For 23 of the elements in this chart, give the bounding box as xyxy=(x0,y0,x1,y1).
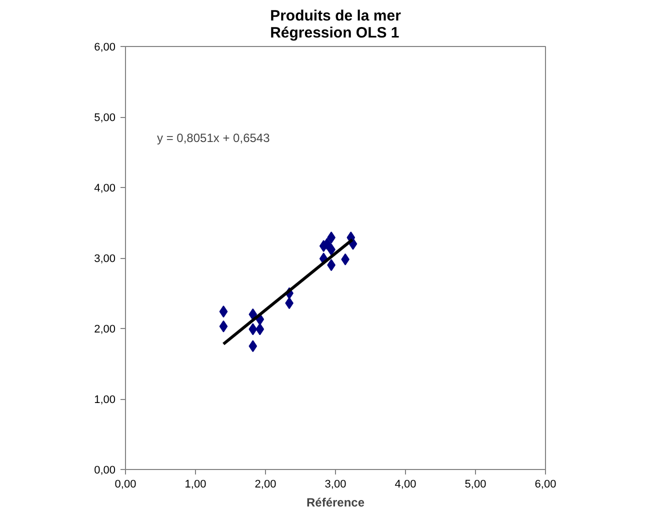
point xyxy=(219,306,228,318)
x-axis-title: Référence xyxy=(306,496,365,510)
y-tick-label: 5,00 xyxy=(94,112,116,124)
annotation: y = 0,8051x + 0,6543 xyxy=(157,131,270,146)
point xyxy=(248,340,258,352)
x-tick-label: 1,00 xyxy=(184,478,206,490)
x-tick-label: 5,00 xyxy=(464,478,486,490)
x-tick-label: 6,00 xyxy=(534,478,556,490)
y-tick-label: 3,00 xyxy=(94,253,116,265)
y-tick-label: 4,00 xyxy=(94,182,116,194)
x-tick-label: 4,00 xyxy=(394,478,416,490)
x-tick-label: 2,00 xyxy=(254,478,276,490)
y-tick-label: 0,00 xyxy=(94,464,116,476)
point xyxy=(248,323,258,336)
x-tick-label: 0,00 xyxy=(114,478,136,490)
point xyxy=(219,320,228,332)
y-tick-label: 1,00 xyxy=(94,394,116,406)
chart-title: Produits de la mer Régression OLS 1 xyxy=(270,8,402,42)
y-tick-label: 2,00 xyxy=(94,324,116,336)
point xyxy=(248,308,258,320)
y-tick-label: 6,00 xyxy=(94,42,116,54)
point xyxy=(256,323,264,336)
x-tick-label: 3,00 xyxy=(324,478,346,490)
